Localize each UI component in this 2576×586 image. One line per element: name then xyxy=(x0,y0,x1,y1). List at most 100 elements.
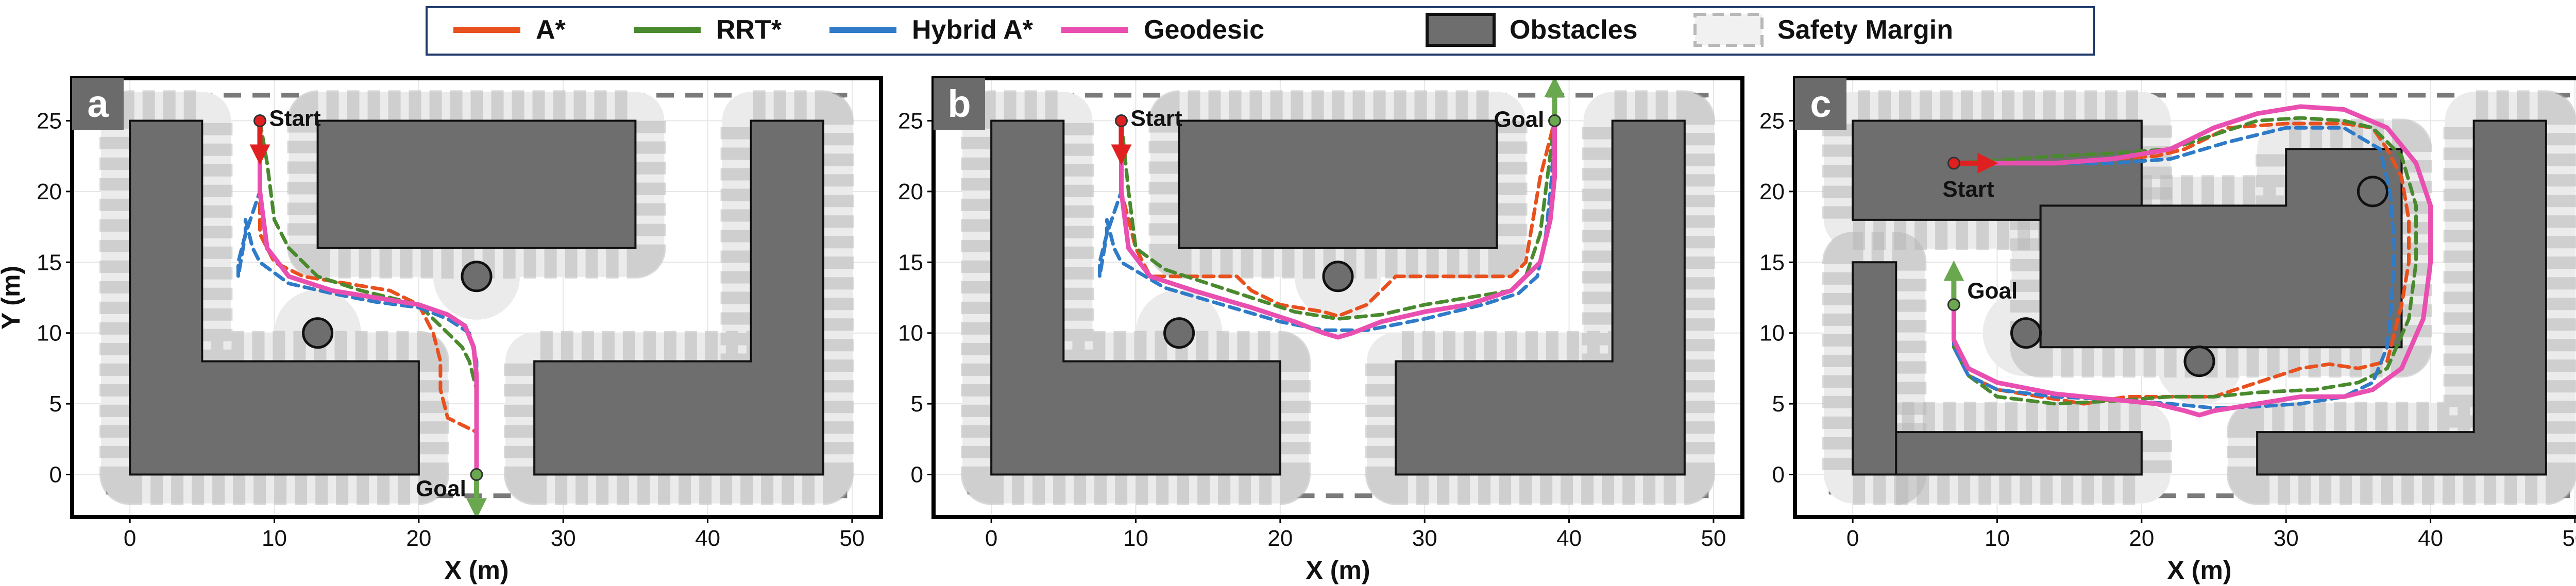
x-tick-label: 30 xyxy=(551,526,576,551)
start-point xyxy=(1947,157,1960,170)
legend-label-hybrid: Hybrid A* xyxy=(912,15,1033,45)
y-tick-label: 20 xyxy=(37,179,62,204)
legend-label-margin: Safety Margin xyxy=(1777,15,1953,45)
path-a xyxy=(258,118,479,477)
obstacle xyxy=(129,119,420,476)
y-tick-label: 20 xyxy=(1759,179,1785,204)
obstacle xyxy=(1895,431,2143,476)
y-tick-label: 15 xyxy=(898,250,923,275)
path-rrt xyxy=(258,118,479,477)
x-tick-label: 40 xyxy=(1556,526,1582,551)
x-tick-label: 0 xyxy=(1846,526,1859,551)
legend-entry-margin: Safety Margin xyxy=(1693,13,1953,47)
start-label: Start xyxy=(1942,177,1994,202)
panel-c: Start Goal c 0 10 20 30 40 50 0 5 10 15 20 25 X (m) xyxy=(1759,76,2576,584)
legend-label-rrt: RRT* xyxy=(716,15,782,45)
legend-entry-obstacles: Obstacles xyxy=(1426,13,1638,47)
y-tick-label: 10 xyxy=(1759,321,1785,346)
x-tick-label: 20 xyxy=(1267,526,1293,551)
obstacle xyxy=(2039,148,2403,349)
legend-label-obstacles: Obstacles xyxy=(1510,15,1638,45)
path-geodesic xyxy=(1951,104,2433,418)
path-hybrid-a xyxy=(1097,118,1557,332)
obstacle xyxy=(1852,261,1897,476)
legend-entry-geodesic: Geodesic xyxy=(1061,15,1264,45)
circular-obstacle xyxy=(461,261,493,292)
start-label: Start xyxy=(269,106,321,131)
obstacle xyxy=(1178,119,1498,249)
y-axis-label: Y (m) xyxy=(0,266,25,330)
x-tick-label: 30 xyxy=(2274,526,2299,551)
panel-tag: a xyxy=(87,82,109,125)
panel-frame xyxy=(931,76,1744,519)
plot-content xyxy=(99,90,854,505)
circular-obstacle xyxy=(1163,317,1195,349)
goal-label: Goal xyxy=(1967,279,2018,304)
legend-entry-astar: A* xyxy=(453,15,566,45)
x-tick-label: 20 xyxy=(406,526,431,551)
legend: A* RRT* Hybrid A* Geodesic Obstacles Safety M… xyxy=(426,6,2095,56)
panel-b: Start Goal b 0 10 20 30 40 50 0 5 10 15 20 25 X (m) xyxy=(898,76,1744,584)
obstacle xyxy=(316,119,637,249)
y-tick-label: 5 xyxy=(911,391,923,417)
y-tick-label: 25 xyxy=(898,108,923,133)
goal-label: Goal xyxy=(416,476,466,502)
panel-frame xyxy=(1793,76,2576,519)
panel-tag-bg xyxy=(934,78,985,130)
legend-frame xyxy=(426,6,2095,56)
x-tick-label: 50 xyxy=(2562,526,2576,551)
circular-obstacle xyxy=(2183,346,2215,377)
legend-swatch-obstacles xyxy=(1426,13,1496,47)
circular-obstacle xyxy=(2010,317,2042,349)
panel-frame xyxy=(70,76,883,519)
y-tick-label: 25 xyxy=(37,108,62,133)
x-tick-label: 30 xyxy=(1412,526,1437,551)
circular-obstacle xyxy=(1322,261,1354,292)
y-tick-label: 10 xyxy=(37,321,62,346)
panel-tag: b xyxy=(947,82,971,125)
x-axis-label: X (m) xyxy=(2167,556,2232,584)
y-tick-label: 0 xyxy=(1772,462,1785,488)
goal-point xyxy=(1548,114,1562,127)
circular-obstacle xyxy=(302,317,334,349)
x-tick-label: 0 xyxy=(124,526,136,551)
circular-obstacle xyxy=(2357,176,2388,208)
obstacle xyxy=(990,119,1281,476)
goal-point xyxy=(470,468,483,481)
path-geodesic xyxy=(257,118,479,477)
obstacle xyxy=(533,119,824,476)
path-rrt xyxy=(1119,118,1557,321)
path-hybrid-a xyxy=(236,118,479,477)
y-tick-label: 15 xyxy=(1759,250,1785,275)
y-tick-label: 25 xyxy=(1759,108,1785,133)
panel-tag-bg xyxy=(72,78,124,130)
panel-tag-bg xyxy=(1795,78,1846,130)
legend-swatch-margin xyxy=(1693,13,1764,47)
legend-entry-hybrid: Hybrid A* xyxy=(829,15,1033,45)
obstacle xyxy=(1395,119,1686,476)
x-tick-label: 20 xyxy=(2129,526,2154,551)
x-axis-label: X (m) xyxy=(445,556,509,584)
x-tick-label: 10 xyxy=(1985,526,2010,551)
y-tick-label: 0 xyxy=(911,462,923,488)
path-a xyxy=(1119,118,1557,318)
y-tick-label: 15 xyxy=(37,250,62,275)
start-label: Start xyxy=(1130,106,1182,131)
goal-label: Goal xyxy=(1494,107,1545,132)
y-tick-label: 0 xyxy=(49,462,62,488)
panel-tag: c xyxy=(1810,82,1831,125)
x-tick-label: 40 xyxy=(695,526,720,551)
x-tick-label: 10 xyxy=(1123,526,1148,551)
start-point xyxy=(1114,114,1128,127)
plot-content xyxy=(961,90,1715,505)
obstacle xyxy=(2256,119,2547,476)
x-axis-label: X (m) xyxy=(1306,556,1370,584)
goal-point xyxy=(1947,298,1960,312)
plot-content xyxy=(1822,90,2576,505)
y-tick-label: 20 xyxy=(898,179,923,204)
y-tick-label: 5 xyxy=(1772,391,1785,417)
legend-entry-rrt: RRT* xyxy=(634,15,782,45)
y-tick-label: 5 xyxy=(49,391,62,417)
legend-label-astar: A* xyxy=(536,15,566,45)
legend-label-geodesic: Geodesic xyxy=(1144,15,1264,45)
